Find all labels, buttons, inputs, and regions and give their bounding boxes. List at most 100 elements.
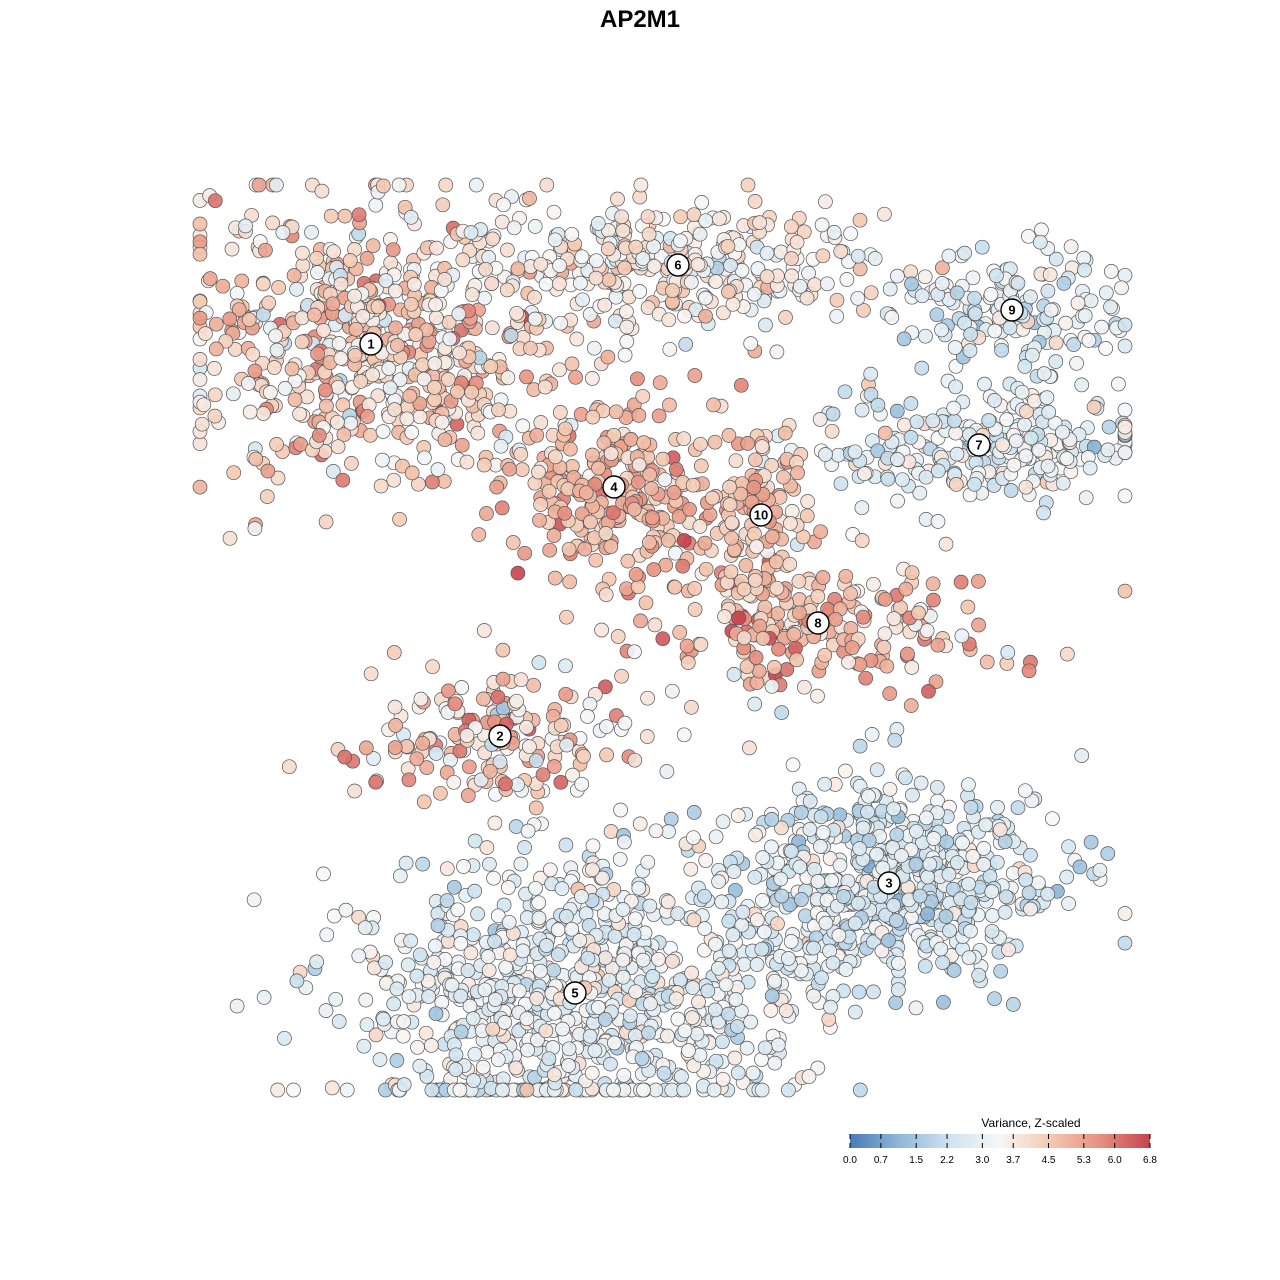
cell-point [1092,862,1108,878]
cell-point [442,331,458,347]
cell-point [818,915,834,931]
cell-point [229,998,245,1014]
cell-point [941,248,957,264]
cell-point [767,1055,783,1071]
cell-point [598,587,614,603]
cell-point [207,408,223,424]
cell-point [314,183,330,199]
cell-point [484,320,500,336]
cell-point [389,981,405,997]
cell-point [652,375,668,391]
cell-point [693,436,708,452]
cluster-label-5: 5 [563,981,587,1005]
cell-point [888,913,904,928]
cell-point [882,281,898,297]
cell-point [366,751,381,766]
cell-point [588,552,604,568]
cell-point [691,994,706,1010]
cell-point [948,477,964,492]
cell-point [686,830,701,846]
cell-point [747,696,763,712]
cell-point [967,476,982,492]
cell-point [828,611,843,627]
cell-point [925,576,941,592]
cell-point [614,668,629,684]
cell-point [603,539,619,554]
cell-point [513,672,529,688]
cell-point [439,861,455,877]
cell-point [689,1026,705,1042]
cell-point [730,1019,745,1034]
cell-point [890,452,905,467]
cell-point [454,680,470,695]
cell-point [749,957,765,972]
cell-point [277,1030,292,1046]
cell-point [328,991,344,1007]
cell-point [660,532,676,548]
cell-point [500,370,516,386]
cell-point [721,943,737,959]
cell-point [531,910,547,926]
cell-point [1040,886,1056,902]
cell-point [396,1014,412,1029]
cell-point [225,386,241,402]
cell-point [424,1038,439,1053]
cell-point [256,990,272,1005]
cell-point [603,824,619,839]
cell-point [717,609,732,624]
cell-point [547,570,563,586]
cell-point [745,1065,761,1081]
cell-point [662,397,677,413]
cell-point [967,290,982,306]
cell-point [819,276,835,292]
cell-point [674,1069,689,1084]
cell-point [572,933,588,948]
cell-point [222,311,238,327]
cell-point [627,644,642,660]
cell-point [1024,347,1040,363]
cell-point [259,489,275,504]
cell-point [989,854,1005,870]
cell-point [597,297,613,313]
cell-point [325,464,341,479]
cluster-label-2: 2 [488,724,512,748]
cell-point [1072,859,1088,875]
cell-point [615,223,631,238]
cell-point [351,948,367,964]
cell-point [1081,333,1097,348]
cell-point [448,1047,464,1063]
cell-point [505,535,521,550]
cell-point [770,916,785,932]
cell-point [660,894,676,910]
colorbar-gradient [850,1134,1150,1148]
cell-point [580,950,596,966]
cell-point [1114,280,1129,296]
cell-point [890,268,905,284]
cell-point [919,810,934,826]
cell-point [861,788,876,804]
cell-point [333,350,349,366]
cell-point [575,292,590,308]
cell-point [358,740,374,756]
cell-point [404,465,420,481]
cell-point [740,436,756,451]
cell-point [294,310,310,326]
cell-point [388,320,403,336]
cell-point [783,219,799,235]
cell-point [485,1021,501,1037]
cell-point [412,947,428,963]
cluster-label-3: 3 [877,871,901,895]
cell-point [678,336,694,352]
cell-point [231,302,247,318]
cell-point [606,1082,621,1098]
cell-point [1061,839,1076,855]
cell-point [459,454,475,470]
cell-point [759,245,775,261]
cell-point [547,232,563,248]
cell-point [477,982,493,998]
cell-point [636,435,652,450]
cell-point [614,209,629,225]
cell-point [335,397,351,413]
cell-point [743,1014,758,1030]
cell-point [493,438,509,454]
